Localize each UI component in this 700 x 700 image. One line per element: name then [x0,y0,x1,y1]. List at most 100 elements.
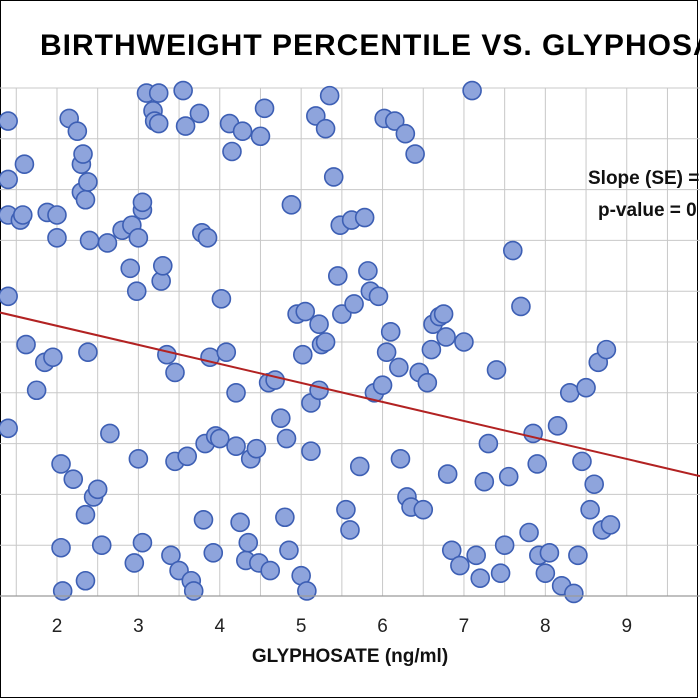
data-point [75,189,96,210]
data-point [279,540,299,561]
data-point [51,454,71,474]
data-point [474,471,495,492]
data-point [124,553,145,573]
data-point [478,433,499,454]
data-point [211,289,232,309]
data-point [490,563,511,583]
data-point [265,370,285,390]
data-point [535,563,556,583]
data-point [572,451,592,472]
data-point [238,532,259,553]
data-point [47,205,67,225]
data-point [250,126,271,147]
data-point [527,454,548,474]
data-point [216,342,237,362]
data-point [12,205,33,225]
data-point [128,228,149,248]
data-point [380,322,401,342]
data-point [222,141,242,162]
data-point [73,144,93,164]
data-point [209,428,230,449]
data-point [260,560,281,581]
data-point [148,83,169,103]
data-point [126,281,147,302]
data-point [0,418,18,439]
data-point [120,258,141,279]
data-point [395,123,416,144]
data-point [462,80,482,101]
data-point [340,520,360,540]
x-tick-label: 7 [459,616,470,637]
chart-title: BIRTHWEIGHT PERCENTILE VS. GLYPHOSA [40,29,700,62]
data-point [295,301,316,322]
data-point [100,423,120,444]
data-point [177,446,198,467]
data-point [292,344,313,365]
data-point [276,428,297,449]
data-point [173,80,193,101]
data-point [97,233,118,253]
data-point [79,230,100,251]
data-point [297,581,317,601]
data-point [43,347,63,368]
data-point [246,438,267,459]
data-point [271,408,291,429]
data-point [0,286,18,307]
data-point [417,372,438,393]
grid-lines [0,87,700,597]
x-tick-label: 2 [52,616,63,637]
data-point [390,449,411,469]
data-point [327,266,348,286]
data-point [580,499,600,520]
data-point [389,357,409,378]
data-point [67,121,88,141]
data-point [502,240,523,261]
data-point [132,532,153,553]
data-point [230,512,250,533]
p-value-annotation: p-value = 0 [598,200,697,221]
data-point [132,192,153,213]
data-point [47,228,67,248]
x-tick-label: 3 [133,616,144,637]
x-tick-label: 5 [296,616,307,637]
data-point [78,342,98,362]
data-point [75,504,96,525]
data-point [203,543,224,563]
data-point [157,344,177,365]
data-point [175,116,196,136]
data-point [0,169,18,190]
data-point [189,103,210,124]
data-point [254,98,275,119]
data-point [63,469,84,489]
data-point [349,456,370,477]
data-point [584,474,604,495]
x-tick-label: 6 [377,616,388,637]
data-points [0,80,621,604]
data-point [183,581,204,601]
data-point [437,464,458,484]
data-point [441,540,462,561]
data-point [161,545,181,566]
data-point [91,535,112,556]
data-point [494,535,515,556]
data-point [454,332,474,352]
data-point [450,555,470,576]
data-point [470,568,491,589]
data-point [466,545,486,566]
data-point [315,118,336,139]
x-tick-labels: 2 3 4 5 6 7 8 9 [52,616,632,637]
data-point [511,296,531,317]
data-point [319,85,340,106]
data-point [26,380,47,401]
data-point [384,111,405,131]
data-point [413,499,434,520]
data-point [519,522,539,543]
data-point [372,375,393,395]
data-point [193,509,214,530]
data-point [0,111,18,131]
data-point [358,261,378,281]
data-point [498,466,519,487]
data-point [78,172,98,192]
data-point [368,286,389,307]
